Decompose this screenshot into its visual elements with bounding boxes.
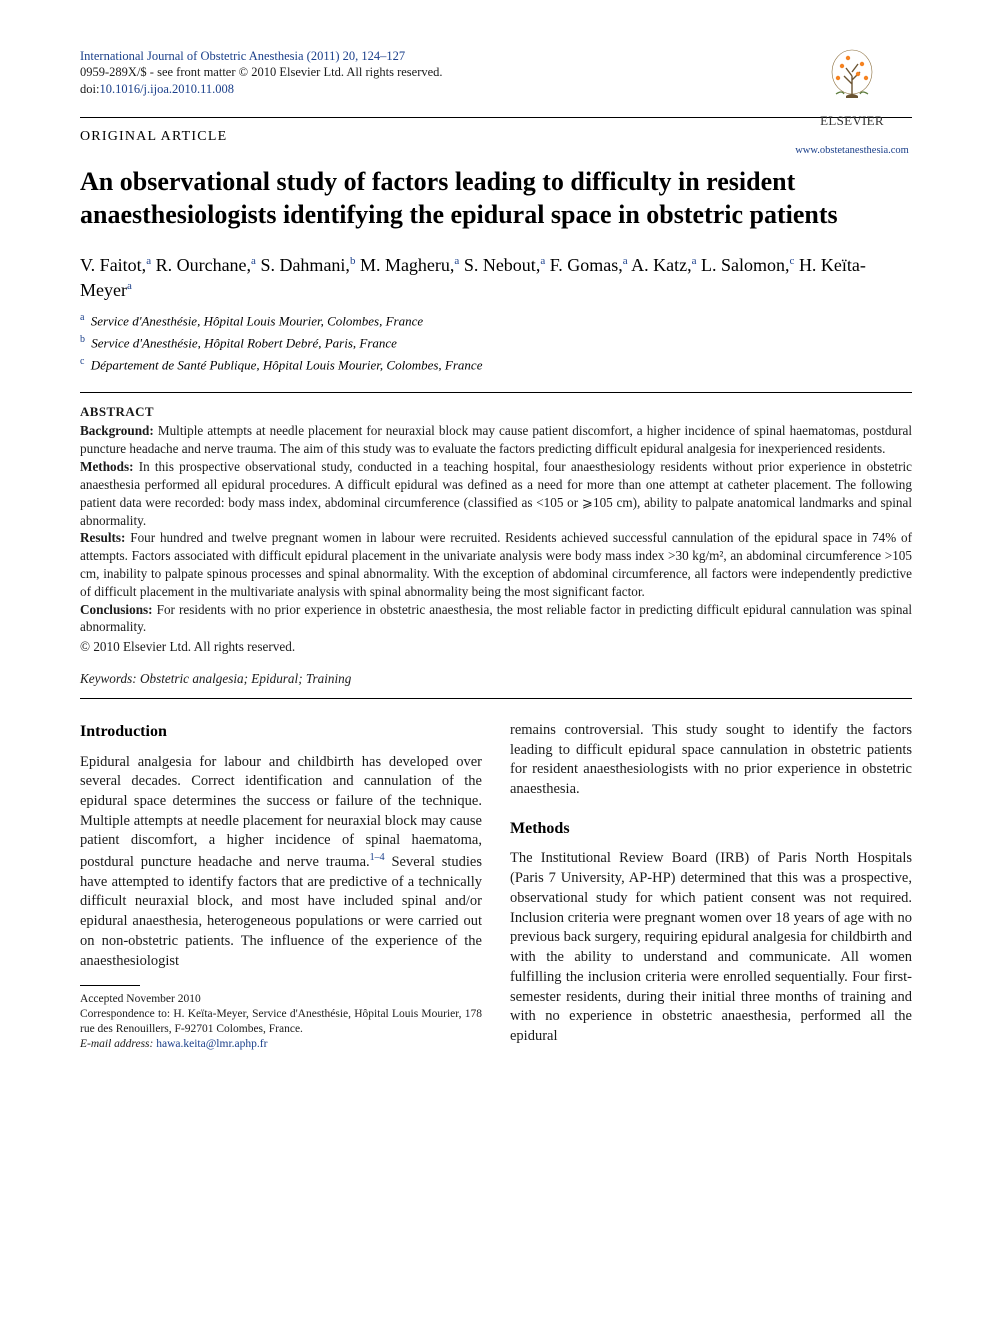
keywords-text: Obstetric analgesia; Epidural; Training bbox=[137, 671, 352, 686]
abstract-results-head: Results: bbox=[80, 530, 125, 545]
column-right: remains controversial. This study sought… bbox=[510, 721, 912, 1052]
abstract-results: Results: Four hundred and twelve pregnan… bbox=[80, 529, 912, 600]
intro-text-1: Epidural analgesia for labour and childb… bbox=[80, 754, 482, 870]
intro-text-2: Several studies have attempted to identi… bbox=[80, 854, 482, 969]
affiliation-c: c Département de Santé Publique, Hôpital… bbox=[80, 354, 912, 376]
correspondence-email[interactable]: hawa.keita@lmr.aphp.fr bbox=[156, 1038, 267, 1050]
elsevier-tree-icon bbox=[824, 48, 880, 110]
email-label: E-mail address: bbox=[80, 1038, 153, 1050]
introduction-paragraph: Epidural analgesia for labour and childb… bbox=[80, 753, 482, 972]
footnote-block: Accepted November 2010 Correspondence to… bbox=[80, 992, 482, 1052]
keywords-label: Keywords: bbox=[80, 671, 137, 686]
intro-continuation: remains controversial. This study sought… bbox=[510, 721, 912, 800]
doi-prefix: doi: bbox=[80, 82, 99, 96]
copyright-text: © 2010 Elsevier Ltd. All rights reserved… bbox=[239, 65, 443, 79]
rule-before-abstract bbox=[80, 392, 912, 393]
abstract-methods-head: Methods: bbox=[80, 459, 133, 474]
abstract-copyright: © 2010 Elsevier Ltd. All rights reserved… bbox=[80, 638, 912, 656]
methods-heading: Methods bbox=[510, 818, 912, 840]
publisher-block: ELSEVIER www.obstetanesthesia.com bbox=[792, 48, 912, 158]
keywords-line: Keywords: Obstetric analgesia; Epidural;… bbox=[80, 670, 912, 688]
abstract-results-text: Four hundred and twelve pregnant women i… bbox=[80, 530, 912, 598]
abstract-block: ABSTRACT Background: Multiple attempts a… bbox=[80, 403, 912, 656]
abstract-methods-text: In this prospective observational study,… bbox=[80, 459, 912, 527]
doi-line: doi:10.1016/j.ijoa.2010.11.008 bbox=[80, 81, 912, 97]
introduction-heading: Introduction bbox=[80, 721, 482, 743]
affiliation-b: b Service d'Anesthésie, Hôpital Robert D… bbox=[80, 332, 912, 354]
citation-1-4[interactable]: 1–4 bbox=[370, 852, 385, 863]
accepted-date: Accepted November 2010 bbox=[80, 992, 482, 1007]
affiliations: a Service d'Anesthésie, Hôpital Louis Mo… bbox=[80, 310, 912, 376]
abstract-methods: Methods: In this prospective observation… bbox=[80, 458, 912, 529]
rule-after-keywords bbox=[80, 698, 912, 699]
abstract-conclusions-head: Conclusions: bbox=[80, 602, 153, 617]
rule-top bbox=[80, 117, 912, 118]
article-title: An observational study of factors leadin… bbox=[80, 165, 912, 232]
publisher-name: ELSEVIER bbox=[792, 112, 912, 130]
correspondence-email-line: E-mail address: hawa.keita@lmr.aphp.fr bbox=[80, 1037, 482, 1052]
affiliation-a: a Service d'Anesthésie, Hôpital Louis Mo… bbox=[80, 310, 912, 332]
body-columns: Introduction Epidural analgesia for labo… bbox=[80, 721, 912, 1052]
header-block: International Journal of Obstetric Anest… bbox=[80, 48, 912, 97]
abstract-conclusions-text: For residents with no prior experience i… bbox=[80, 602, 912, 635]
footnote-separator bbox=[80, 985, 140, 986]
journal-citation: International Journal of Obstetric Anest… bbox=[80, 48, 912, 64]
abstract-background: Background: Multiple attempts at needle … bbox=[80, 422, 912, 458]
doi-link[interactable]: 10.1016/j.ijoa.2010.11.008 bbox=[99, 82, 234, 96]
abstract-label: ABSTRACT bbox=[80, 403, 912, 421]
abstract-background-text: Multiple attempts at needle placement fo… bbox=[80, 423, 912, 456]
article-type: ORIGINAL ARTICLE bbox=[80, 128, 912, 147]
abstract-conclusions: Conclusions: For residents with no prior… bbox=[80, 601, 912, 637]
abstract-background-head: Background: bbox=[80, 423, 154, 438]
issn-text: 0959-289X/$ - see front matter bbox=[80, 65, 236, 79]
correspondence-text: Correspondence to: H. Keïta-Meyer, Servi… bbox=[80, 1007, 482, 1037]
column-left: Introduction Epidural analgesia for labo… bbox=[80, 721, 482, 1052]
author-list: V. Faitot,a R. Ourchane,a S. Dahmani,b M… bbox=[80, 253, 912, 303]
publisher-url[interactable]: www.obstetanesthesia.com bbox=[792, 144, 912, 158]
issn-copyright-line: 0959-289X/$ - see front matter © 2010 El… bbox=[80, 64, 912, 80]
methods-paragraph: The Institutional Review Board (IRB) of … bbox=[510, 849, 912, 1046]
